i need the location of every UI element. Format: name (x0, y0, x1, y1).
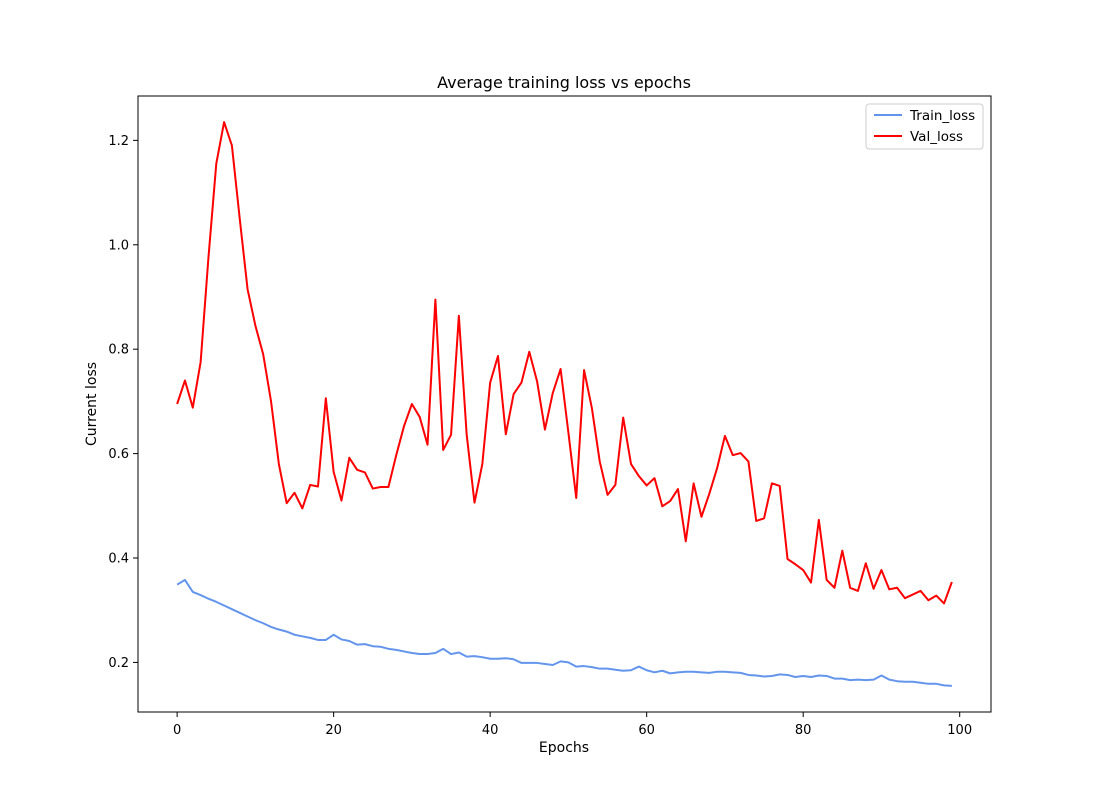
chart-title: Average training loss vs epochs (437, 73, 691, 92)
y-tick-label: 1.0 (108, 238, 129, 253)
y-tick-label: 0.6 (108, 447, 129, 462)
y-tick-label: 0.4 (108, 552, 129, 567)
y-axis-label: Current loss (84, 362, 100, 446)
x-tick-label: 60 (638, 723, 655, 738)
y-tick-label: 0.8 (108, 343, 129, 358)
legend-label-val-loss: Val_loss (910, 129, 963, 145)
x-tick-label: 40 (482, 723, 499, 738)
plot-frame (137, 95, 992, 713)
x-tick-label: 80 (795, 723, 812, 738)
legend: Train_loss Val_loss (865, 103, 984, 150)
x-tick-label: 100 (947, 723, 972, 738)
x-tick-label: 0 (173, 723, 181, 738)
x-axis-label: Epochs (539, 740, 589, 756)
series-layer (176, 121, 953, 687)
x-axis-ticks: 0 20 40 60 80 100 (173, 712, 972, 738)
y-tick-label: 0.2 (108, 656, 129, 671)
y-tick-label: 1.2 (108, 134, 129, 149)
series-line-val-loss (176, 121, 953, 605)
x-tick-label: 20 (325, 723, 342, 738)
legend-label-train-loss: Train_loss (909, 108, 975, 124)
y-axis-ticks: 0.2 0.4 0.6 0.8 1.0 1.2 (108, 134, 138, 671)
series-line-train-loss (176, 578, 952, 687)
